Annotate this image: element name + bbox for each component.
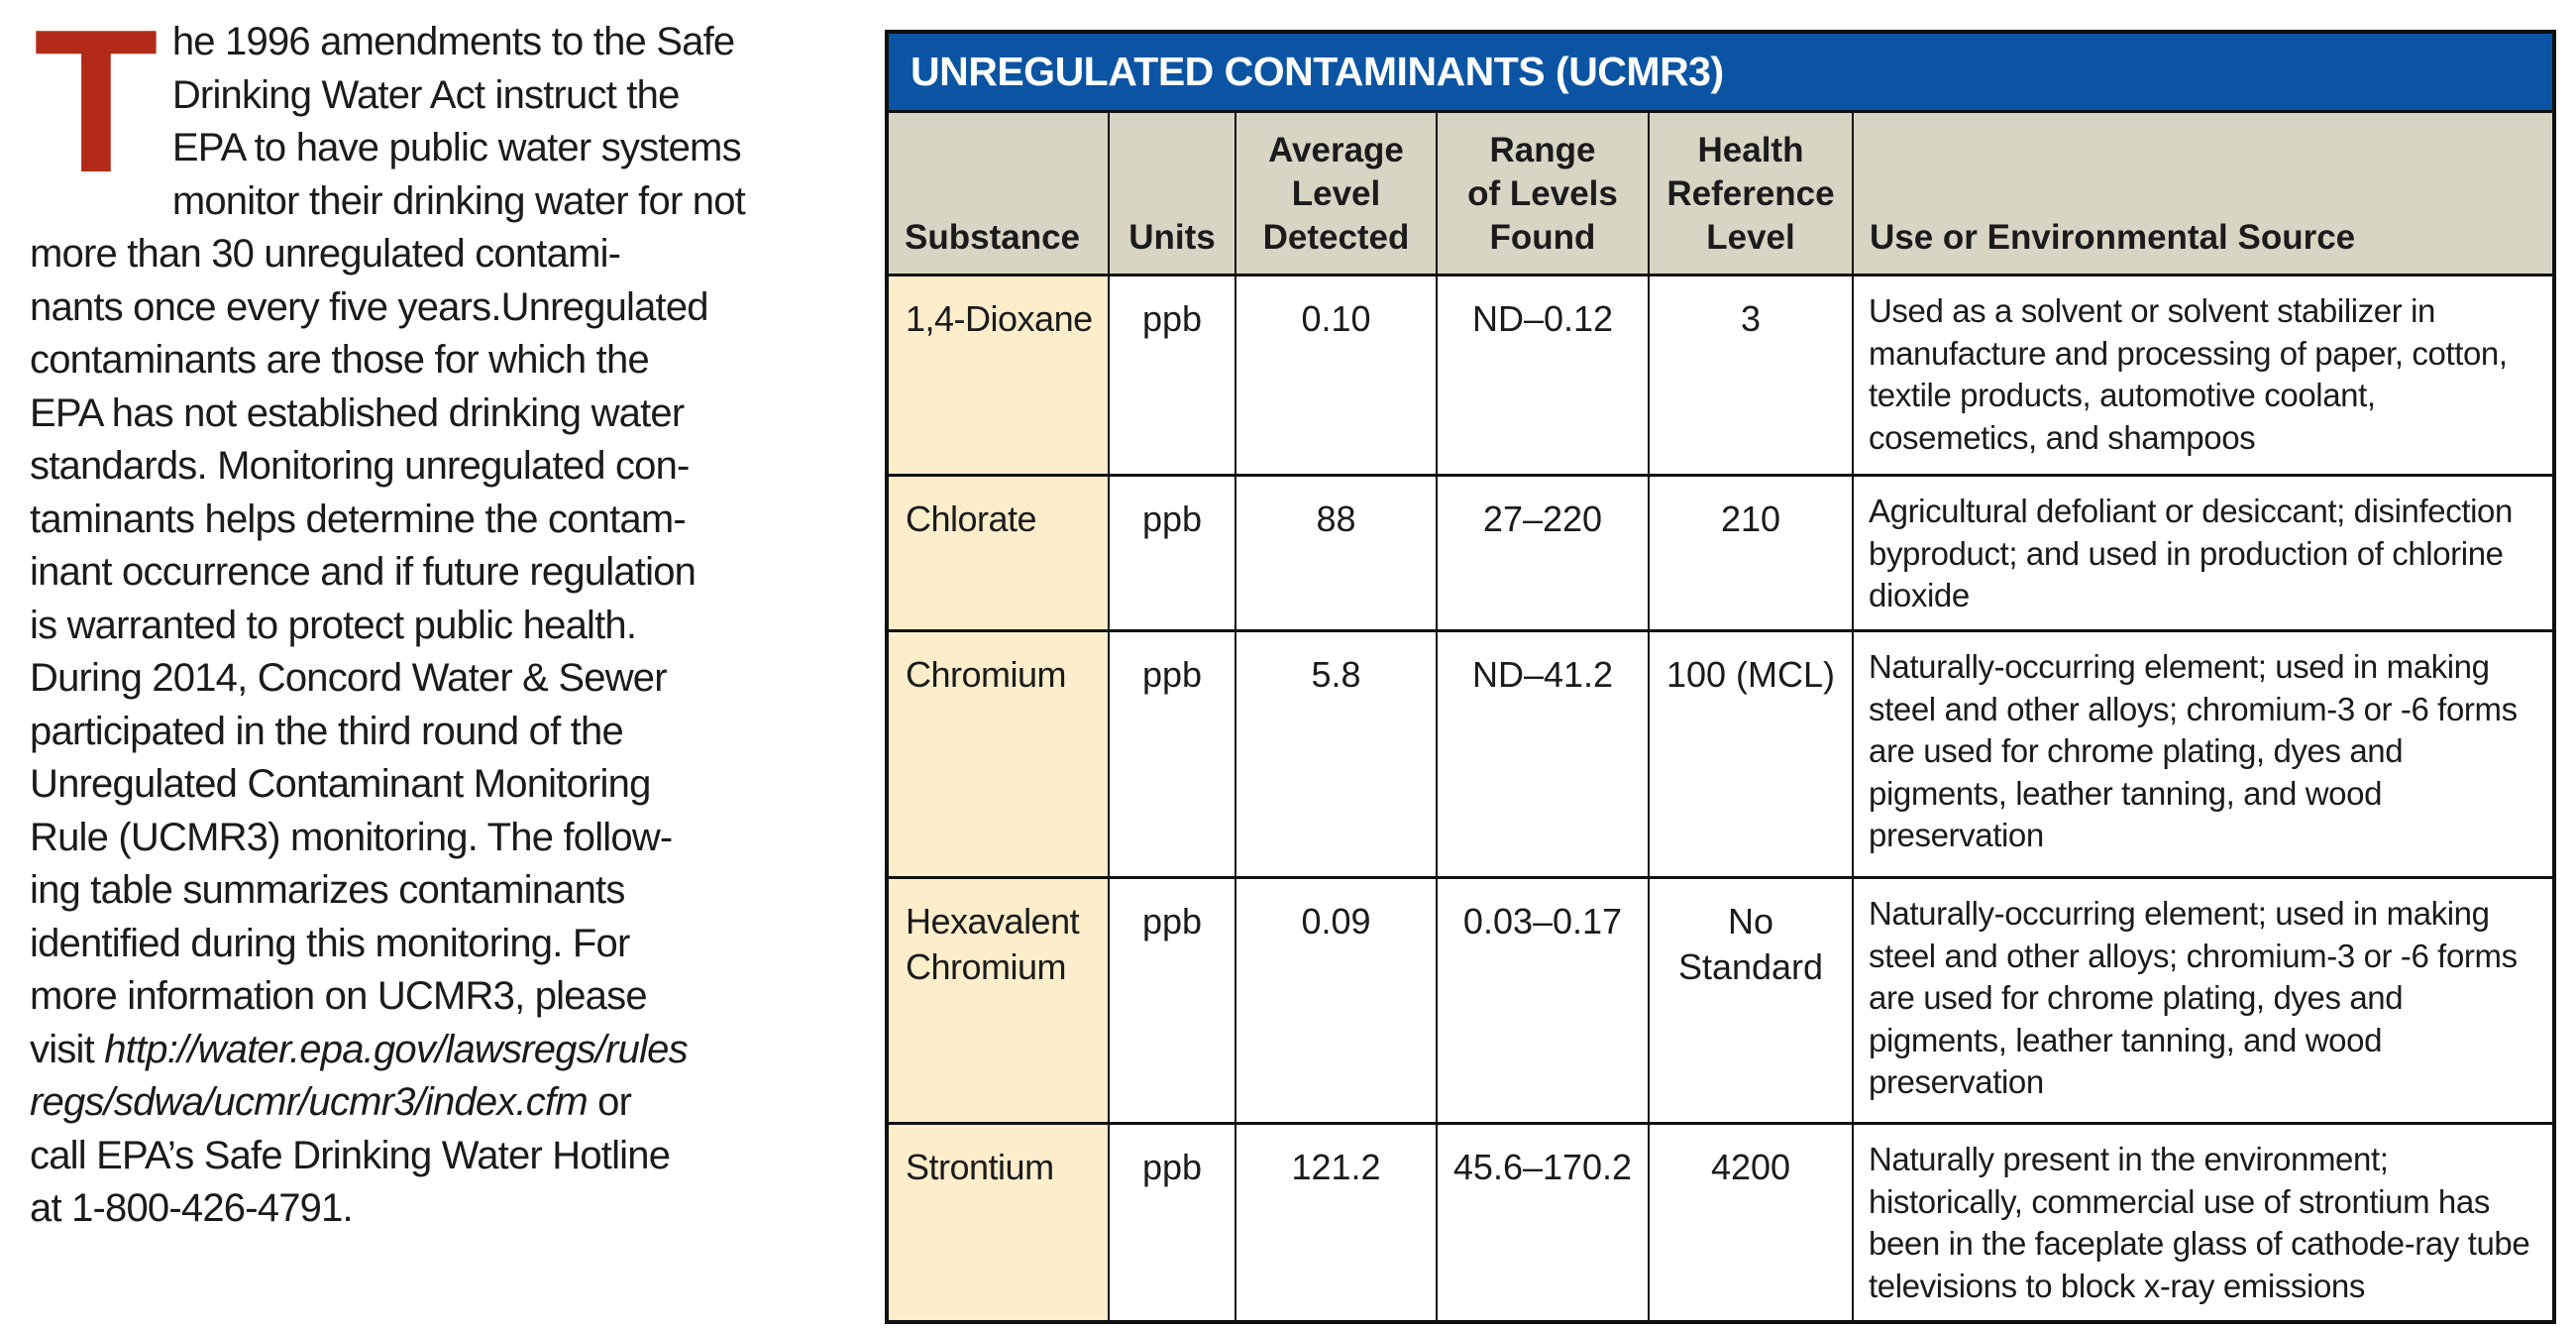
average-level-cell: 88	[1234, 477, 1436, 629]
substance-cell: Chlorate	[889, 477, 1108, 629]
paragraph-line: he 1996 amendments to the Safe	[30, 16, 872, 69]
environmental-source-cell: Naturally-occurring element; used in mak…	[1852, 879, 2552, 1122]
intro-text-lines: he 1996 amendments to the Safe Drinking W…	[30, 16, 872, 1236]
paragraph-text: nants once every five years.Unregulated	[30, 284, 709, 329]
paragraph-text: more information on UCMR3, please	[30, 974, 648, 1018]
paragraph-line: more than 30 unregulated contami-	[30, 228, 872, 281]
ucmr3-table: UNREGULATED CONTAMINANTS (UCMR3) Substan…	[885, 30, 2556, 1324]
paragraph-text: During 2014, Concord Water & Sewer	[30, 656, 668, 700]
paragraph-line: identified during this monitoring. For	[30, 918, 872, 971]
paragraph-text: he 1996 amendments to the Safe	[171, 20, 735, 63]
paragraph-line: taminants helps determine the contam-	[30, 494, 872, 547]
paragraph-line: at 1-800-426-4791.	[30, 1182, 872, 1236]
range-of-levels-cell: ND–0.12	[1436, 277, 1648, 474]
environmental-source-cell: Used as a solvent or solvent stabilizer …	[1852, 277, 2552, 474]
paragraph-line: Drinking Water Act instruct the	[30, 69, 872, 123]
substance-cell: Strontium	[889, 1125, 1108, 1320]
header-health-reference-level: Health Reference Level	[1648, 113, 1852, 274]
paragraph-text: or	[587, 1080, 632, 1124]
average-level-cell: 121.2	[1234, 1125, 1436, 1320]
table-title: UNREGULATED CONTAMINANTS (UCMR3)	[911, 49, 1724, 94]
intro-paragraph: T he 1996 amendments to the Safe Drinking…	[30, 0, 872, 1236]
paragraph-text: call EPA’s Safe Drinking Water Hotline	[30, 1133, 671, 1177]
drop-cap-letter: T	[34, 0, 159, 215]
paragraph-line: standards. Monitoring unregulated con-	[30, 440, 872, 494]
units-cell: ppb	[1108, 1125, 1234, 1320]
paragraph-line: call EPA’s Safe Drinking Water Hotline	[30, 1130, 872, 1183]
health-reference-cell: No Standard	[1648, 879, 1852, 1122]
table-title-bar: UNREGULATED CONTAMINANTS (UCMR3)	[889, 34, 2552, 113]
paragraph-text: inant occurrence and if future regulatio…	[30, 550, 697, 594]
paragraph-text: at 1-800-426-4791.	[30, 1186, 354, 1230]
paragraph-line: EPA has not established drinking water	[30, 388, 872, 441]
average-level-cell: 0.10	[1234, 277, 1436, 474]
paragraph-line: participated in the third round of the	[30, 706, 872, 759]
substance-cell: Hexavalent Chromium	[889, 879, 1108, 1122]
paragraph-text: visit	[30, 1027, 105, 1071]
paragraph-line: EPA to have public water systems	[30, 122, 872, 175]
paragraph-text: standards. Monitoring unregulated con-	[30, 444, 690, 488]
paragraph-line: nants once every five years.Unregulated	[30, 281, 872, 335]
environmental-source-cell: Naturally present in the environment; hi…	[1852, 1125, 2552, 1320]
paragraph-line: contaminants are those for which the	[30, 334, 872, 388]
paragraph-text: Unregulated Contaminant Monitoring	[30, 762, 651, 806]
paragraph-text: Rule (UCMR3) monitoring. The follow-	[30, 815, 673, 859]
substance-cell: 1,4-Dioxane	[889, 277, 1108, 474]
units-cell: ppb	[1108, 879, 1234, 1122]
table-row: Strontium ppb 121.2 45.6–170.2 4200 Naturally…	[889, 1122, 2552, 1320]
url-text: regs/sdwa/ucmr/ucmr3/index.cfm	[30, 1080, 589, 1124]
paragraph-line: Unregulated Contaminant Monitoring	[30, 758, 872, 812]
header-average-level-detected: Average Level Detected	[1234, 113, 1436, 274]
paragraph-line: monitor their drinking water for not	[30, 175, 872, 229]
units-cell: ppb	[1108, 632, 1234, 876]
range-of-levels-cell: ND–41.2	[1436, 632, 1648, 876]
table-row: Chromium ppb 5.8 ND–41.2 100 (MCL) Naturally-…	[889, 629, 2552, 876]
paragraph-text: more than 30 unregulated contami-	[30, 232, 621, 276]
paragraph-text: EPA has not established drinking water	[30, 390, 685, 435]
range-of-levels-cell: 0.03–0.17	[1436, 879, 1648, 1122]
table-body: 1,4-Dioxane ppb 0.10 ND–0.12 3 Used as a solv…	[889, 277, 2552, 1320]
header-substance: Substance	[905, 218, 1080, 257]
health-reference-cell: 3	[1648, 277, 1852, 474]
paragraph-text: identified during this monitoring. For	[30, 921, 630, 965]
paragraph-line: During 2014, Concord Water & Sewer	[30, 652, 872, 706]
header-units: Units	[1108, 113, 1234, 274]
health-reference-cell: 210	[1648, 477, 1852, 629]
paragraph-text: monitor their drinking water for not	[171, 178, 746, 223]
paragraph-text: participated in the third round of the	[30, 709, 624, 753]
average-level-cell: 0.09	[1234, 879, 1436, 1122]
paragraph-text: Drinking Water Act instruct the	[171, 72, 680, 117]
table-row: Chlorate ppb 88 27–220 210 Agricultural defol…	[889, 474, 2552, 629]
table-row: 1,4-Dioxane ppb 0.10 ND–0.12 3 Used as a solv…	[889, 277, 2552, 474]
url-text: http://water.epa.gov/lawsregs/rules	[104, 1027, 688, 1071]
paragraph-line: regs/sdwa/ucmr/ucmr3/index.cfm or	[30, 1076, 872, 1130]
paragraph-text: taminants helps determine the contam-	[30, 497, 687, 541]
paragraph-text: contaminants are those for which the	[30, 338, 650, 382]
environmental-source-cell: Naturally-occurring element; used in mak…	[1852, 632, 2552, 876]
substance-cell: Chromium	[889, 632, 1108, 876]
average-level-cell: 5.8	[1234, 632, 1436, 876]
paragraph-text: is warranted to protect public health.	[30, 603, 637, 647]
health-reference-cell: 4200	[1648, 1125, 1852, 1320]
range-of-levels-cell: 27–220	[1436, 477, 1648, 629]
paragraph-text: EPA to have public water systems	[171, 126, 742, 169]
paragraph-text: ing table summarizes contaminants	[30, 868, 625, 912]
environmental-source-cell: Agricultural defoliant or desiccant; dis…	[1852, 477, 2552, 629]
paragraph-line: Rule (UCMR3) monitoring. The follow-	[30, 812, 872, 865]
units-cell: ppb	[1108, 277, 1234, 474]
paragraph-line: visit http://water.epa.gov/lawsregs/rule…	[30, 1024, 872, 1077]
table-row: Hexavalent Chromium ppb 0.09 0.03–0.17 No St…	[889, 876, 2552, 1122]
paragraph-line: more information on UCMR3, please	[30, 970, 872, 1024]
paragraph-line: inant occurrence and if future regulatio…	[30, 546, 872, 600]
units-cell: ppb	[1108, 477, 1234, 629]
table-header-row: Substance Units Average Level Detected R…	[889, 113, 2552, 277]
paragraph-line: ing table summarizes contaminants	[30, 864, 872, 918]
range-of-levels-cell: 45.6–170.2	[1436, 1125, 1648, 1320]
header-range-of-levels-found: Range of Levels Found	[1436, 113, 1648, 274]
header-use-or-environmental-source: Use or Environmental Source	[1852, 113, 2552, 274]
health-reference-cell: 100 (MCL)	[1648, 632, 1852, 876]
paragraph-line: is warranted to protect public health.	[30, 600, 872, 653]
